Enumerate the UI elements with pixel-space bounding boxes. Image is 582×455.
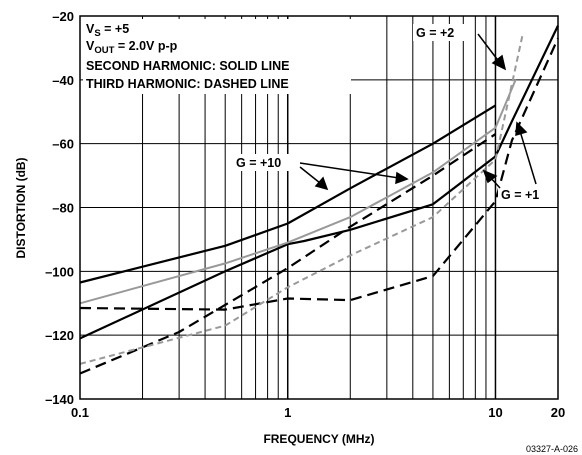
g10-label-background	[233, 154, 299, 171]
y-tick-label: –140	[45, 392, 74, 407]
y-axis-label: DISTORTION (dB)	[14, 157, 28, 258]
note-vout: VOUT = 2.0V p-p	[86, 39, 178, 56]
g10-arrowhead-1	[395, 171, 409, 185]
series-line-2	[79, 25, 559, 340]
notes-box-background	[83, 19, 351, 94]
y-tick-label: –20	[52, 9, 74, 24]
plot-frame	[79, 15, 559, 400]
gain-label-g2: G = +2	[416, 26, 454, 40]
y-tick-label: –80	[52, 201, 74, 216]
x-axis-label: FREQUENCY (MHz)	[263, 432, 374, 446]
x-tick-label: 1	[284, 405, 291, 420]
g2-label-background	[413, 24, 471, 41]
g10-arrow-line-1	[299, 162, 400, 179]
x-tick-label: 10	[488, 405, 502, 420]
note-supply: VS = +5	[86, 22, 129, 39]
g1-arrowhead-1	[482, 169, 498, 184]
series-line-1	[79, 104, 497, 284]
note-second-harmonic: SECOND HARMONIC: SOLID LINE	[86, 59, 289, 73]
g10-arrowhead-2	[314, 176, 329, 191]
g1-arrow-line-2	[519, 130, 537, 185]
g2-arrow-line	[477, 33, 501, 64]
gain-label-g10: G = +10	[236, 156, 281, 170]
series-line-4	[79, 133, 497, 375]
y-tick-label: –100	[45, 264, 74, 279]
series-line-5	[79, 37, 560, 311]
g1-arrowhead-2	[515, 121, 528, 137]
series-layer	[79, 25, 560, 375]
gain-label-g1: G = +1	[501, 188, 539, 202]
g10-arrow-line-2	[299, 166, 321, 184]
x-tick-label: 20	[551, 405, 565, 420]
x-tick-label: 0.1	[71, 405, 89, 420]
annotation-arrows	[299, 33, 537, 191]
y-tick-label: –120	[45, 328, 74, 343]
y-tick-label: –60	[52, 137, 74, 152]
note-third-harmonic: THIRD HARMONIC: DASHED LINE	[86, 77, 289, 91]
tick-labels: 0.1 1 10 20 –20 –40 –60 –80 –100 –120 –140	[45, 9, 565, 420]
g2-arrowhead	[491, 54, 507, 71]
g1-label-background	[498, 186, 556, 203]
series-line-3	[79, 79, 517, 305]
y-tick-label: –40	[52, 73, 74, 88]
series-line-6	[79, 34, 524, 365]
figure-id: 03327-A-026	[526, 444, 578, 454]
